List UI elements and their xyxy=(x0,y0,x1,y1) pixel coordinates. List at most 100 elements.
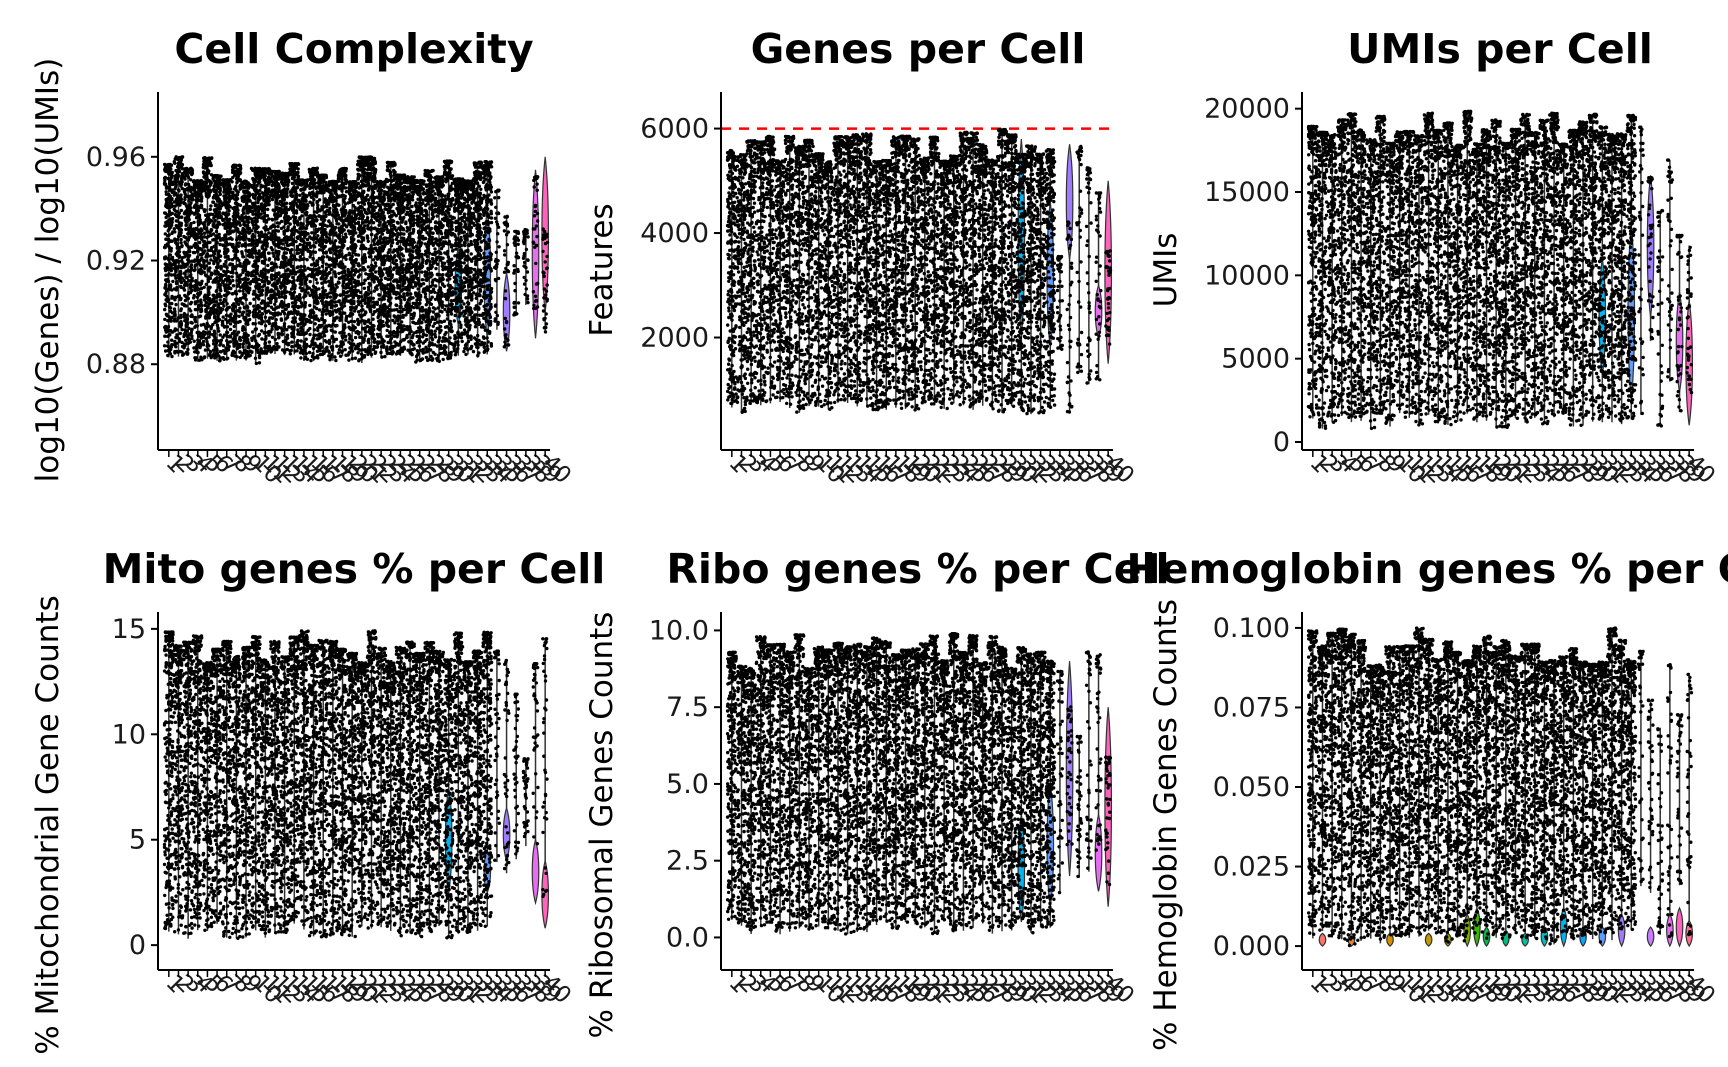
data-point xyxy=(255,227,258,230)
data-point xyxy=(251,256,254,259)
data-point xyxy=(170,198,173,201)
data-point xyxy=(252,274,255,277)
data-point xyxy=(176,253,179,256)
data-point xyxy=(173,160,176,163)
data-point xyxy=(220,266,223,269)
data-point xyxy=(212,232,215,235)
data-point xyxy=(211,200,214,203)
data-point xyxy=(251,193,254,196)
data-point xyxy=(216,236,219,239)
data-point xyxy=(164,349,167,352)
data-point xyxy=(215,300,218,303)
data-point xyxy=(207,291,210,294)
data-point xyxy=(207,171,210,174)
data-point xyxy=(246,219,249,222)
data-point xyxy=(256,284,259,287)
data-point xyxy=(189,190,192,193)
data-point xyxy=(202,323,205,326)
data-point xyxy=(255,213,258,216)
data-point xyxy=(179,238,182,241)
data-point xyxy=(236,257,239,260)
data-point xyxy=(183,294,186,297)
data-point xyxy=(222,344,225,347)
data-point xyxy=(257,231,260,234)
data-point xyxy=(173,227,176,230)
data-point xyxy=(193,294,196,297)
data-point xyxy=(207,179,210,182)
data-point xyxy=(250,280,253,283)
data-point xyxy=(239,204,242,207)
data-point xyxy=(187,245,190,248)
data-point xyxy=(258,361,261,364)
data-point xyxy=(225,314,228,317)
data-point xyxy=(180,266,183,269)
data-point xyxy=(212,224,215,227)
data-point xyxy=(228,225,231,228)
data-point xyxy=(163,246,166,249)
data-point xyxy=(193,265,196,268)
data-point xyxy=(207,275,210,278)
data-point xyxy=(214,248,217,251)
data-point xyxy=(182,335,185,338)
data-point xyxy=(236,220,239,223)
data-point xyxy=(174,181,177,184)
data-point xyxy=(196,344,199,347)
data-point xyxy=(244,242,247,245)
data-point xyxy=(174,345,177,348)
data-point xyxy=(198,339,201,342)
data-point xyxy=(199,247,202,250)
data-point xyxy=(165,326,168,329)
data-point xyxy=(221,203,224,206)
data-point xyxy=(223,265,226,268)
data-point xyxy=(209,204,212,207)
data-point xyxy=(222,304,225,307)
data-point xyxy=(236,197,239,200)
data-point xyxy=(190,268,193,271)
data-point xyxy=(195,308,198,311)
data-point xyxy=(196,255,199,258)
data-point xyxy=(208,266,211,269)
data-point xyxy=(183,167,186,170)
data-point xyxy=(175,215,178,218)
data-point xyxy=(179,184,182,187)
data-point xyxy=(166,213,169,216)
data-point xyxy=(183,190,186,193)
data-point xyxy=(200,307,203,310)
data-point xyxy=(184,299,187,302)
data-point xyxy=(250,271,253,274)
data-point xyxy=(170,302,173,305)
data-point xyxy=(187,269,190,272)
data-point xyxy=(225,202,228,205)
data-point xyxy=(209,258,212,261)
data-point xyxy=(221,320,224,323)
data-point xyxy=(207,192,210,195)
data-point xyxy=(242,183,245,186)
data-point xyxy=(231,271,234,274)
data-point xyxy=(242,342,245,345)
data-point xyxy=(194,238,197,241)
data-point xyxy=(169,253,172,256)
data-point xyxy=(241,229,244,232)
data-point xyxy=(173,317,176,320)
data-point xyxy=(216,309,219,312)
data-point xyxy=(165,287,168,290)
data-point xyxy=(251,330,254,333)
data-point xyxy=(208,262,211,265)
data-point xyxy=(242,220,245,223)
data-point xyxy=(195,216,198,219)
data-point xyxy=(187,238,190,241)
data-point xyxy=(219,278,222,281)
data-point xyxy=(186,207,189,210)
data-point xyxy=(250,229,253,232)
data-point xyxy=(183,328,186,331)
data-point xyxy=(244,264,247,267)
data-point xyxy=(250,206,253,209)
data-point xyxy=(177,224,180,227)
data-point xyxy=(185,314,188,317)
data-point xyxy=(232,265,235,268)
data-point xyxy=(246,313,249,316)
data-point xyxy=(203,235,206,238)
data-point xyxy=(182,346,185,349)
data-point xyxy=(221,219,224,222)
data-point xyxy=(225,206,228,209)
